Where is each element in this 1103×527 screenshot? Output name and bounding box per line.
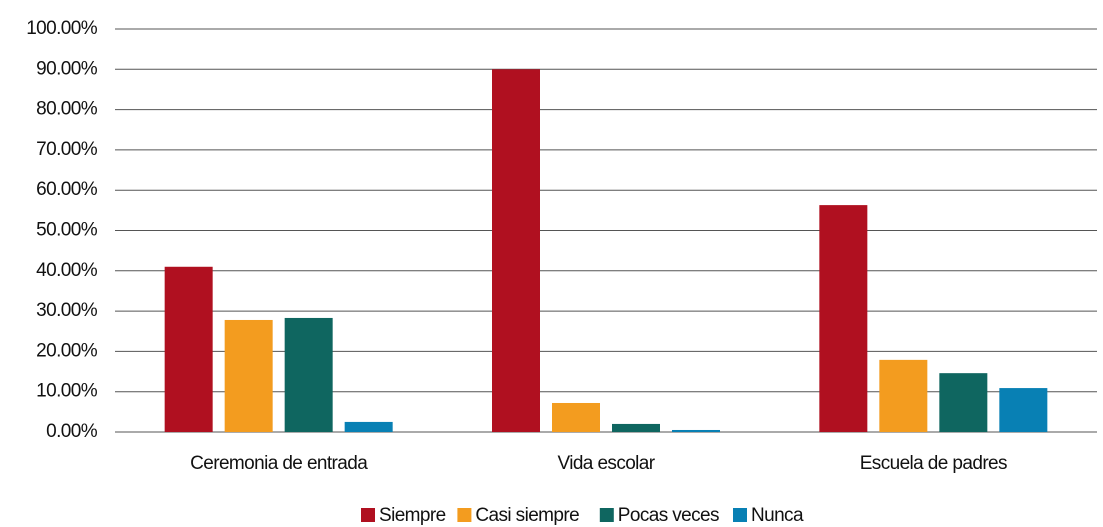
legend-label: Nunca — [751, 505, 804, 526]
y-tick-label: 10.00% — [36, 381, 98, 402]
legend-label: Siempre — [379, 505, 446, 526]
bar — [819, 205, 868, 432]
legend-swatch — [733, 508, 747, 522]
y-tick-label: 100.00% — [26, 18, 98, 39]
y-tick-label: 70.00% — [36, 139, 98, 160]
legend-swatch — [361, 508, 375, 522]
legend-label: Casi siempre — [475, 505, 579, 526]
y-tick-label: 60.00% — [36, 179, 98, 200]
y-tick-label: 40.00% — [36, 260, 98, 281]
y-tick-label: 50.00% — [36, 220, 98, 241]
y-tick-label: 30.00% — [36, 300, 98, 321]
y-tick-label: 90.00% — [36, 58, 98, 79]
bar — [672, 429, 720, 432]
bar — [939, 373, 988, 432]
bar — [552, 402, 600, 432]
bar — [284, 317, 333, 432]
x-tick-label: Vida escolar — [557, 453, 655, 474]
bar — [492, 69, 540, 433]
bar — [164, 266, 213, 432]
y-tick-label: 20.00% — [36, 340, 98, 361]
legend-swatch — [457, 508, 472, 522]
legend-swatch — [599, 508, 614, 522]
legend-label: Pocas veces — [618, 505, 719, 526]
bar — [999, 388, 1048, 432]
bar — [224, 319, 273, 432]
bar — [612, 423, 660, 432]
x-tick-label: Ceremonia de entrada — [190, 453, 368, 474]
y-tick-label: 0.00% — [46, 421, 98, 442]
bar — [879, 359, 928, 432]
bar — [344, 421, 393, 432]
x-tick-label: Escuela de padres — [860, 453, 1007, 474]
y-tick-label: 80.00% — [36, 99, 98, 120]
